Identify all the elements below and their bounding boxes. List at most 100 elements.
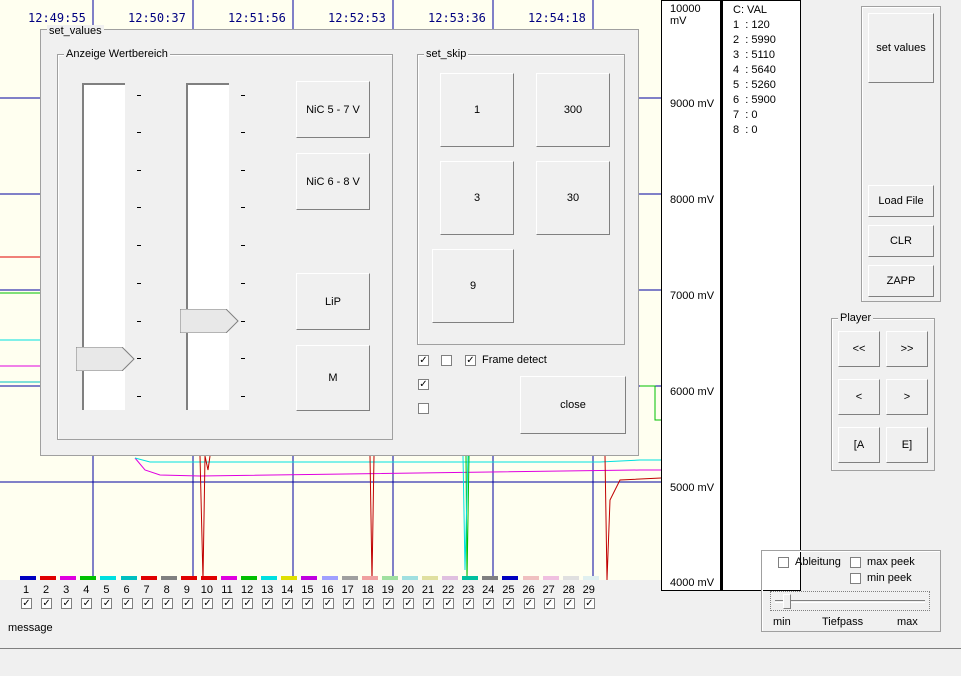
channel-checkbox[interactable]: ✓ [423, 598, 434, 609]
option-checkbox-1[interactable]: ✓ [418, 355, 429, 366]
skip-300-button[interactable]: 300 [536, 73, 610, 147]
channel-number: 1 [22, 584, 30, 596]
channel-number: 25 [502, 584, 515, 596]
channel-checkbox[interactable]: ✓ [563, 598, 575, 609]
channel-checkbox[interactable]: ✓ [201, 598, 213, 609]
skip-group-label: set_skip [424, 48, 469, 60]
channel-checkbox[interactable]: ✓ [282, 598, 294, 609]
trace-cyan-spike [462, 455, 469, 571]
control-panel: set values Load File CLR ZAPP [861, 6, 941, 302]
channel-number: 26 [522, 584, 535, 596]
channel-number: 27 [542, 584, 555, 596]
y-tick: 8000 mV [670, 194, 715, 206]
channel-checkbox[interactable]: ✓ [443, 598, 455, 609]
tick-mark [241, 170, 245, 171]
status-message: message [8, 622, 53, 634]
max-range-slider[interactable] [186, 83, 229, 410]
channel-checkbox[interactable]: ✓ [402, 598, 414, 609]
channel-checkbox[interactable]: ✓ [121, 598, 133, 609]
channel-checkbox[interactable]: ✓ [81, 598, 93, 609]
min-peek-label: min peek [867, 572, 912, 584]
channel-number: 9 [183, 584, 190, 596]
trace-red-spike3 [604, 455, 661, 580]
channel-number: 7 [143, 584, 150, 596]
load-file-button[interactable]: Load File [868, 185, 934, 217]
channel-checkbox[interactable]: ✓ [181, 598, 193, 609]
rewind-button[interactable]: << [838, 331, 880, 367]
channel-checkbox[interactable]: ✓ [41, 598, 53, 609]
channel-checkbox[interactable]: ✓ [342, 598, 354, 609]
channel-checkbox[interactable]: ✓ [302, 598, 314, 609]
player-title: Player [838, 312, 874, 324]
max-range-thumb[interactable] [179, 308, 240, 334]
channel-checkbox[interactable]: ✓ [583, 598, 595, 609]
slider-thumb[interactable] [783, 594, 791, 609]
channel-checkbox[interactable]: ✓ [61, 598, 73, 609]
channel-strip: 1 ✓ 2 ✓ 3 ✓ 4 ✓ 5 ✓ 6 ✓ 7 ✓ 8 ✓ 9 ✓ 10 ✓ 11 ✓ 12 ✓ 13 ✓ 14 ✓ 15 ✓ 16 ✓ 1… [0, 576, 661, 616]
value-row: 5 : 5260 [733, 79, 776, 91]
skip-3-button[interactable]: 3 [440, 161, 514, 235]
option-checkbox-2[interactable] [441, 355, 452, 366]
channel-checkbox[interactable]: ✓ [543, 598, 555, 609]
tick-mark [137, 170, 141, 171]
channel-checkbox[interactable]: ✓ [322, 598, 334, 609]
channel-color-swatch [120, 576, 137, 580]
channel-checkbox[interactable]: ✓ [242, 598, 254, 609]
ableitung-checkbox[interactable] [778, 557, 789, 568]
preset-lip-button[interactable]: LiP [296, 273, 370, 330]
zapp-button[interactable]: ZAPP [868, 265, 934, 297]
skip-1-button[interactable]: 1 [440, 73, 514, 147]
channel-number: 10 [200, 584, 214, 596]
channel-checkbox[interactable]: ✓ [21, 598, 32, 609]
set-values-button[interactable]: set values [868, 13, 934, 83]
trace-red-spike1 [199, 455, 211, 580]
preset-m-button[interactable]: M [296, 345, 370, 411]
channel-checkbox[interactable]: ✓ [463, 598, 475, 609]
channel-color-swatch [200, 576, 217, 580]
channel-checkbox[interactable]: ✓ [503, 598, 515, 609]
option-checkbox-4[interactable] [418, 403, 429, 414]
min-range-thumb[interactable] [75, 346, 136, 372]
channel-values-list: C: VAL 1 : 120 2 : 5990 3 : 5110 4 : 564… [721, 0, 801, 591]
frame-detect-checkbox[interactable]: ✓ [465, 355, 476, 366]
skip-9-button[interactable]: 9 [432, 249, 514, 323]
channel-number: 13 [261, 584, 274, 596]
tick-mark [137, 132, 141, 133]
end-marker-button[interactable]: E] [886, 427, 928, 463]
min-peek-checkbox[interactable] [850, 573, 861, 584]
clr-button[interactable]: CLR [868, 225, 934, 257]
channel-checkbox[interactable]: ✓ [483, 598, 495, 609]
channel-number: 19 [381, 584, 394, 596]
channel-checkbox[interactable]: ✓ [262, 598, 274, 609]
close-button[interactable]: close [520, 376, 626, 434]
channel-checkbox[interactable]: ✓ [161, 598, 173, 609]
trace-green-spike [465, 455, 470, 580]
channel-checkbox[interactable]: ✓ [141, 598, 153, 609]
tiefpass-slider[interactable] [770, 591, 930, 611]
step-back-button[interactable]: < [838, 379, 880, 415]
skip-30-button[interactable]: 30 [536, 161, 610, 235]
preset-nic-6-8-button[interactable]: NiC 6 - 8 V [296, 153, 370, 210]
channel-number: 2 [43, 584, 50, 596]
channel-checkbox[interactable]: ✓ [523, 598, 535, 609]
channel-color-swatch [241, 576, 258, 580]
option-checkbox-3[interactable]: ✓ [418, 379, 429, 390]
channel-checkbox[interactable]: ✓ [101, 598, 113, 609]
channel-number: 17 [341, 584, 354, 596]
tick-mark [137, 396, 141, 397]
channel-color-swatch [522, 576, 539, 580]
step-forward-button[interactable]: > [886, 379, 928, 415]
value-row: 8 : 0 [733, 124, 758, 136]
fast-forward-button[interactable]: >> [886, 331, 928, 367]
channel-checkbox[interactable]: ✓ [222, 598, 233, 609]
channel-number: 22 [441, 584, 455, 596]
max-peek-checkbox[interactable] [850, 557, 861, 568]
start-marker-button[interactable]: [A [838, 427, 880, 463]
preset-nic-5-7-button[interactable]: NiC 5 - 7 V [296, 81, 370, 138]
tick-mark [137, 207, 141, 208]
time-label: 12:53:36 [428, 11, 486, 25]
channel-checkbox[interactable]: ✓ [382, 598, 394, 609]
value-row: 2 : 5990 [733, 34, 776, 46]
value-row: 3 : 5110 [733, 49, 775, 61]
channel-checkbox[interactable]: ✓ [362, 598, 374, 609]
